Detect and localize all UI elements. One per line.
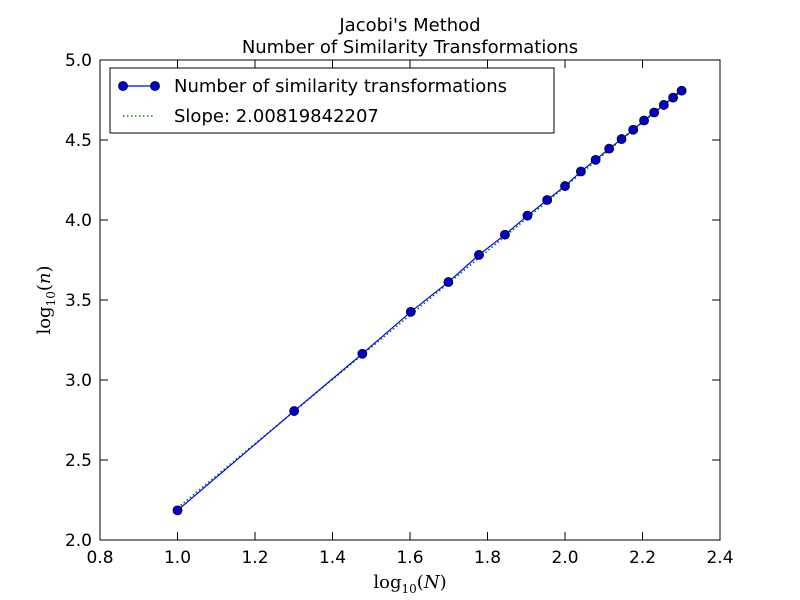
- legend-label-series-2: Slope: 2.00819842207: [174, 106, 379, 127]
- x-tick-label: 1.6: [396, 548, 423, 568]
- legend-swatch-series-1-marker-b: [150, 81, 160, 91]
- series-1-point: [560, 181, 570, 191]
- legend: Number of similarity transformations Slo…: [109, 67, 555, 134]
- y-axis-label-close: ): [34, 265, 55, 272]
- x-axis-label-var: N: [423, 572, 441, 593]
- x-tick-label: 1.8: [474, 548, 501, 568]
- legend-label-series-1: Number of similarity transformations: [174, 76, 507, 97]
- series-1-point: [575, 166, 586, 177]
- x-axis-label-close: ): [440, 572, 447, 593]
- y-tick-label: 3.0: [65, 371, 92, 391]
- data-layer: [172, 85, 687, 516]
- x-axis-label-sub: 10: [402, 582, 417, 596]
- y-tick-label: 2.0: [65, 531, 92, 551]
- x-axis-label-arg: (: [417, 572, 424, 593]
- x-tick-label: 1.2: [241, 548, 268, 568]
- x-tick-label: 1.0: [164, 548, 191, 568]
- series-1-point: [658, 100, 669, 110]
- series-1-point: [443, 277, 454, 287]
- x-axis-label-log: log: [373, 572, 401, 593]
- series-1-point: [676, 85, 687, 96]
- series-1-point: [474, 249, 484, 260]
- legend-box: [109, 67, 555, 134]
- series-1-point: [500, 229, 510, 240]
- x-tick-label: 2.0: [551, 548, 578, 568]
- series-1-point: [668, 92, 679, 103]
- x-tick-label: 2.4: [706, 548, 733, 568]
- series-1-point: [405, 306, 416, 317]
- y-axis-label: log10(n): [34, 265, 58, 334]
- chart-title: Jacobi's Method: [338, 15, 480, 36]
- x-tick-label: 1.4: [319, 548, 346, 568]
- y-axis-label-sub: 10: [44, 291, 58, 306]
- x-axis-label: log10(N): [373, 572, 446, 596]
- series-1-point: [616, 134, 627, 144]
- series-1-point: [628, 124, 639, 135]
- series-1-point: [590, 154, 601, 165]
- y-axis-label-arg: (: [34, 284, 55, 291]
- y-axis-label-log: log: [34, 306, 55, 334]
- chart-subtitle: Number of Similarity Transformations: [242, 37, 578, 58]
- y-tick-label: 4.0: [65, 211, 92, 231]
- series-1-point: [289, 406, 300, 416]
- series-1-point: [649, 107, 660, 118]
- tick-layer: 0.8 1.0 1.2 1.4 1.6 1.8 2.0 2.2 2.4 2.0 2.5 3.0 3.5 4…: [65, 51, 734, 568]
- series-1-point: [522, 210, 533, 221]
- y-tick-label: 2.5: [65, 451, 92, 471]
- x-tick-label: 0.8: [86, 548, 113, 568]
- series-1-point: [542, 195, 553, 205]
- y-tick-label: 3.5: [65, 291, 92, 311]
- series-1-point: [357, 348, 368, 359]
- series-1-point: [639, 115, 649, 126]
- plot-area: [100, 60, 720, 540]
- series-1-point: [604, 143, 615, 154]
- y-axis-label-var: n: [34, 273, 55, 285]
- y-tick-label: 5.0: [65, 51, 92, 71]
- series-1-point: [172, 505, 183, 516]
- x-tick-label: 2.2: [629, 548, 656, 568]
- y-tick-label: 4.5: [65, 131, 92, 151]
- legend-swatch-series-1-marker-a: [118, 81, 128, 91]
